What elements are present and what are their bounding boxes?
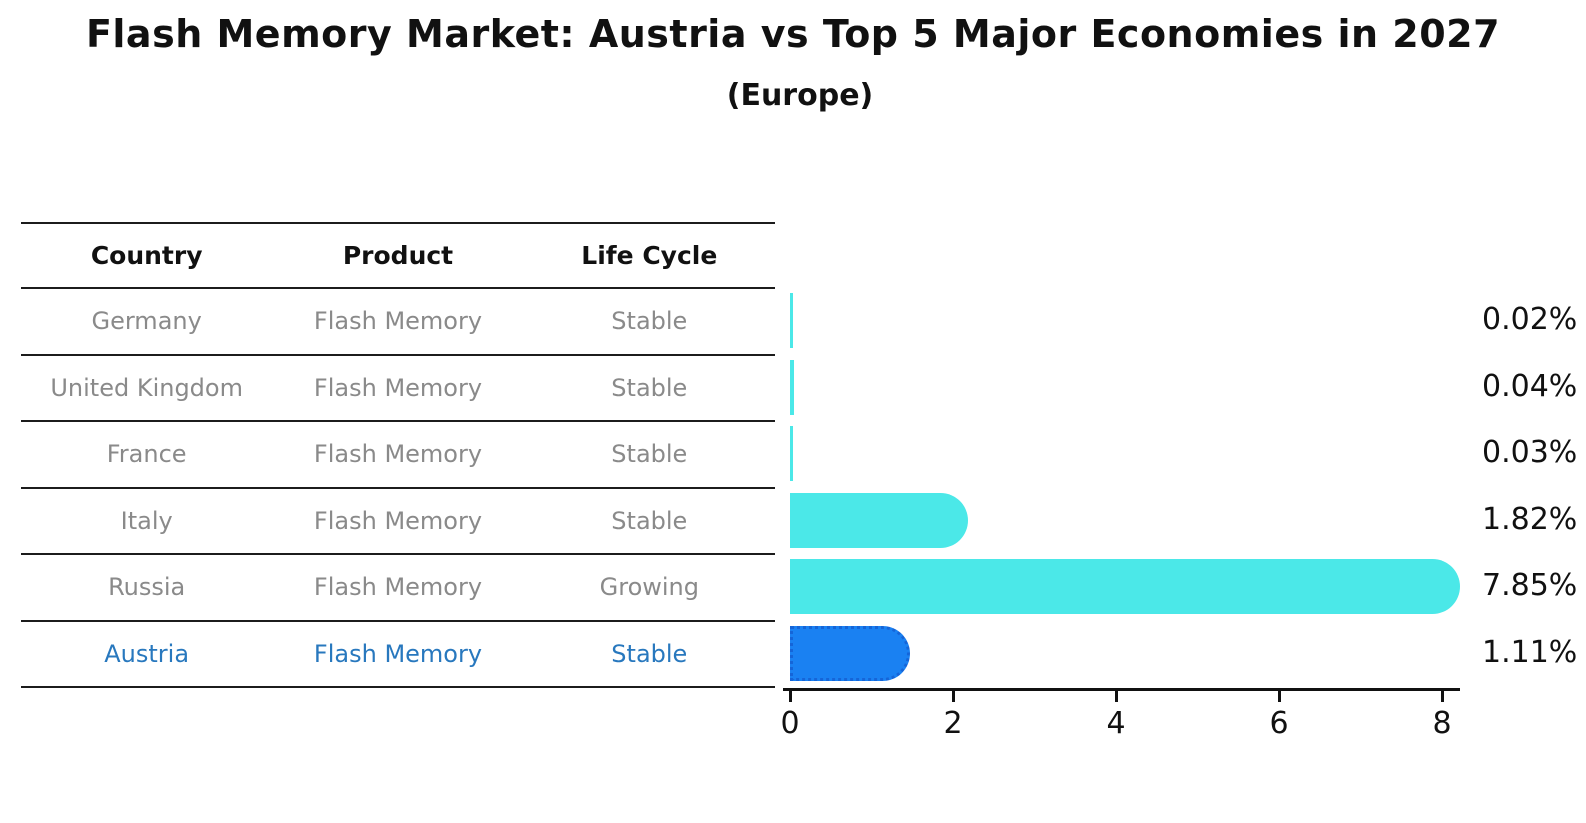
x-axis-tick-label: 8	[1432, 706, 1452, 741]
table-row: Austria Flash Memory Stable	[21, 622, 775, 688]
table-row: United Kingdom Flash Memory Stable	[21, 356, 775, 422]
table-header-country: Country	[90, 241, 203, 270]
x-axis-tick-label: 6	[1269, 706, 1289, 741]
table-row: France Flash Memory Stable	[21, 422, 775, 489]
bar-russia	[790, 559, 1460, 614]
table-cell-life-cycle: Stable	[611, 373, 688, 402]
table-cell-life-cycle: Growing	[599, 573, 699, 602]
x-axis-line	[783, 688, 1460, 691]
table-cell-life-cycle: Stable	[611, 307, 688, 336]
value-label-france: 0.03%	[1482, 435, 1578, 470]
table-cell-product: Flash Memory	[313, 440, 483, 469]
table-cell-product: Flash Memory	[313, 373, 483, 402]
value-label-italy: 1.82%	[1482, 501, 1578, 537]
x-axis-tick-label: 0	[780, 706, 800, 741]
table-cell-country: France	[106, 440, 187, 469]
bar-italy	[790, 492, 969, 548]
table-cell-product: Flash Memory	[313, 307, 483, 336]
x-axis-tick	[1114, 691, 1118, 702]
table-cell-life-cycle: Stable	[611, 440, 688, 469]
bar-germany	[790, 293, 793, 348]
x-axis-tick	[788, 691, 792, 702]
value-label-russia: 7.85%	[1482, 568, 1578, 603]
x-axis-tick-label: 4	[1106, 706, 1126, 741]
table-cell-life-cycle: Stable	[611, 506, 688, 535]
table-cell-country: United Kingdom	[50, 373, 243, 402]
value-label-germany: 0.02%	[1482, 302, 1578, 337]
table-row: Germany Flash Memory Stable	[21, 289, 775, 356]
table-cell-product: Flash Memory	[313, 573, 483, 602]
table-body: Germany Flash Memory Stable United Kingdom F…	[21, 289, 775, 688]
plot-area: 0 2 4 6 8	[780, 222, 1460, 741]
table-row: Russia Flash Memory Growing	[21, 555, 775, 622]
table-cell-product: Flash Memory	[313, 639, 483, 668]
x-axis-tick	[1277, 691, 1281, 702]
chart-subtitle: (Europe)	[726, 78, 874, 113]
value-label-united-kingdom: 0.04%	[1482, 368, 1578, 404]
table-cell-country: Austria	[104, 639, 190, 668]
table-header-product: Product	[342, 241, 454, 270]
table-cell-product: Flash Memory	[313, 506, 483, 535]
country-table: Country Product Life Cycle Germany Flash …	[21, 222, 775, 688]
bar-austria	[790, 625, 911, 681]
table-cell-country: Italy	[120, 506, 173, 535]
table-cell-life-cycle: Stable	[611, 639, 688, 668]
bar-united-kingdom	[790, 359, 795, 415]
table-header-life-cycle: Life Cycle	[581, 241, 718, 270]
bar-france	[790, 426, 794, 481]
table-cell-country: Russia	[108, 573, 186, 602]
value-label-austria: 1.11%	[1482, 634, 1578, 670]
x-axis-tick	[951, 691, 955, 702]
table-row: Italy Flash Memory Stable	[21, 489, 775, 555]
table-cell-country: Germany	[91, 307, 202, 336]
chart-title: Flash Memory Market: Austria vs Top 5 Ma…	[85, 12, 1501, 56]
x-axis-tick-label: 2	[943, 706, 963, 741]
table-header-row: Country Product Life Cycle	[21, 224, 775, 289]
x-axis-tick	[1440, 691, 1444, 702]
